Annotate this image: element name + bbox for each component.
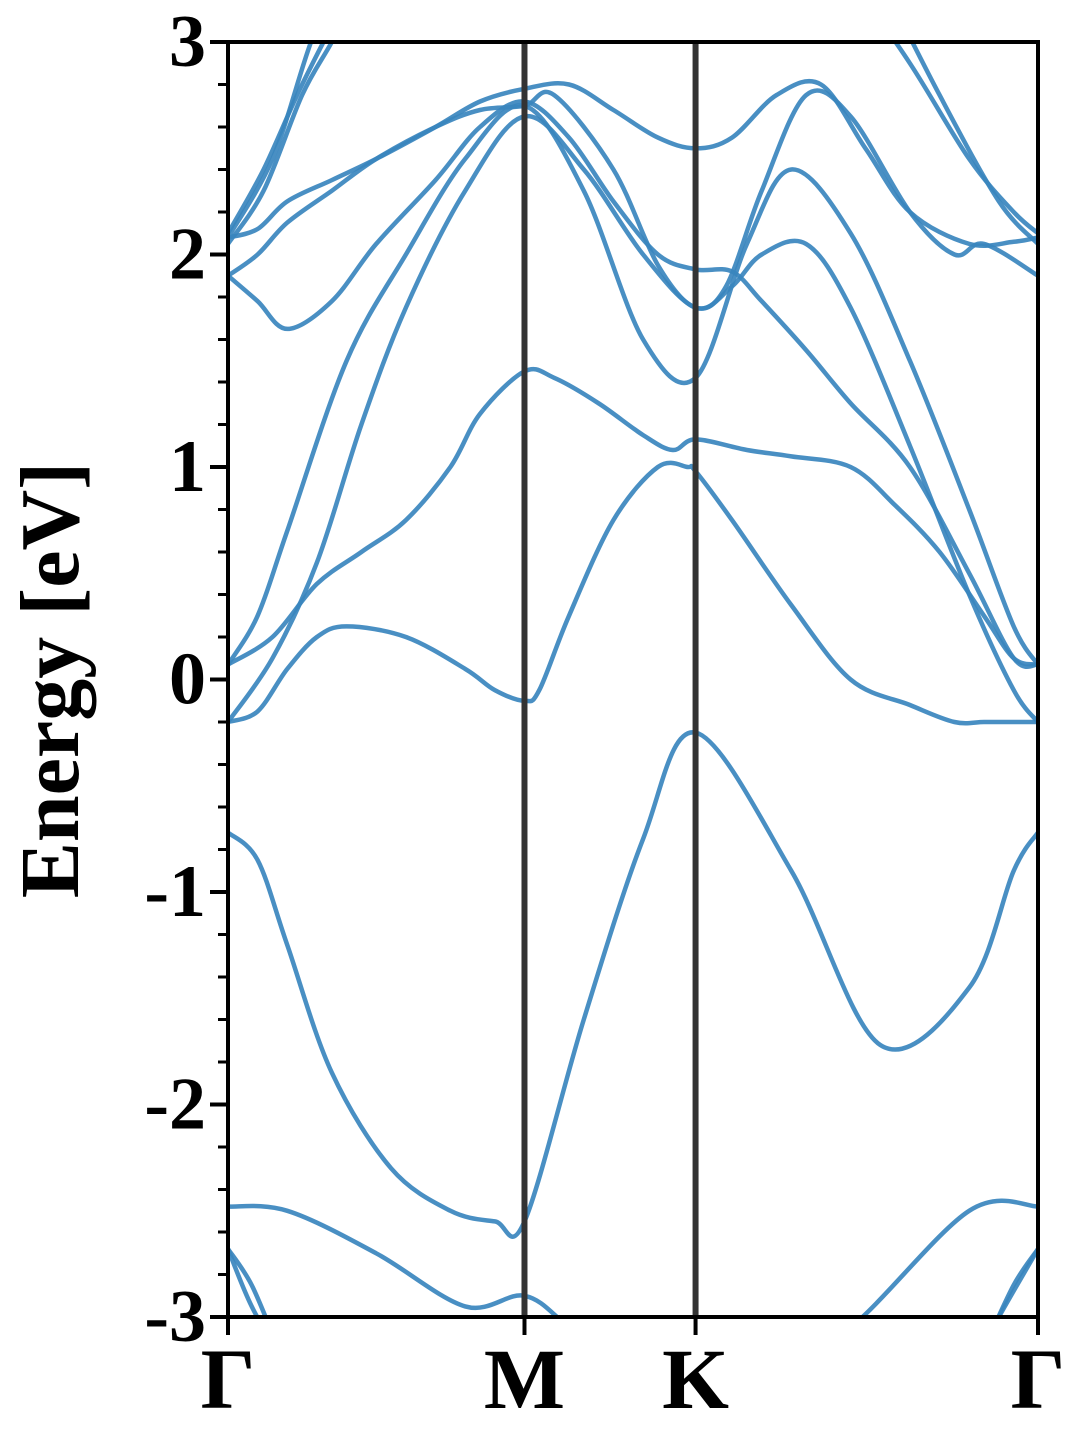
y-axis-ticks: -3 -2 -1 0 1 2 3 (144, 1, 228, 1358)
x-tick-label: Γ (1011, 1331, 1066, 1427)
x-tick-label: M (484, 1331, 565, 1427)
band-line-18 (996, 1246, 1038, 1317)
band-line-1 (228, 1198, 1038, 1317)
y-tick-label: -3 (144, 1276, 206, 1358)
y-tick-label: 1 (169, 426, 206, 508)
y-tick-label: -2 (144, 1064, 206, 1146)
band-line-3 (228, 460, 1038, 726)
y-tick-label: 0 (169, 639, 206, 721)
band-line-11 (228, 42, 327, 236)
x-tick-label: Γ (201, 1331, 256, 1427)
band-line-7 (228, 99, 1038, 670)
band-line-10 (228, 42, 335, 247)
x-tick-label: K (662, 1331, 729, 1427)
y-axis-label: Energy [eV] (4, 462, 97, 898)
band-line-12 (228, 42, 314, 240)
band-line-6 (228, 114, 1038, 725)
y-tick-label: -1 (144, 851, 206, 933)
energy-bands (228, 42, 1038, 1317)
band-line-2 (228, 730, 1038, 1239)
band-line-9 (228, 88, 1038, 311)
high-symmetry-lines (521, 42, 699, 1317)
band-line-15 (228, 1246, 269, 1317)
band-line-4 (228, 366, 1038, 667)
y-tick-label: 2 (169, 214, 206, 296)
band-line-16 (228, 1246, 260, 1317)
band-line-5 (228, 103, 1038, 667)
plot-frame (226, 40, 1040, 1319)
band-line-13 (892, 42, 1038, 236)
band-line-14 (909, 42, 1038, 247)
y-tick-label: 3 (169, 1, 206, 83)
